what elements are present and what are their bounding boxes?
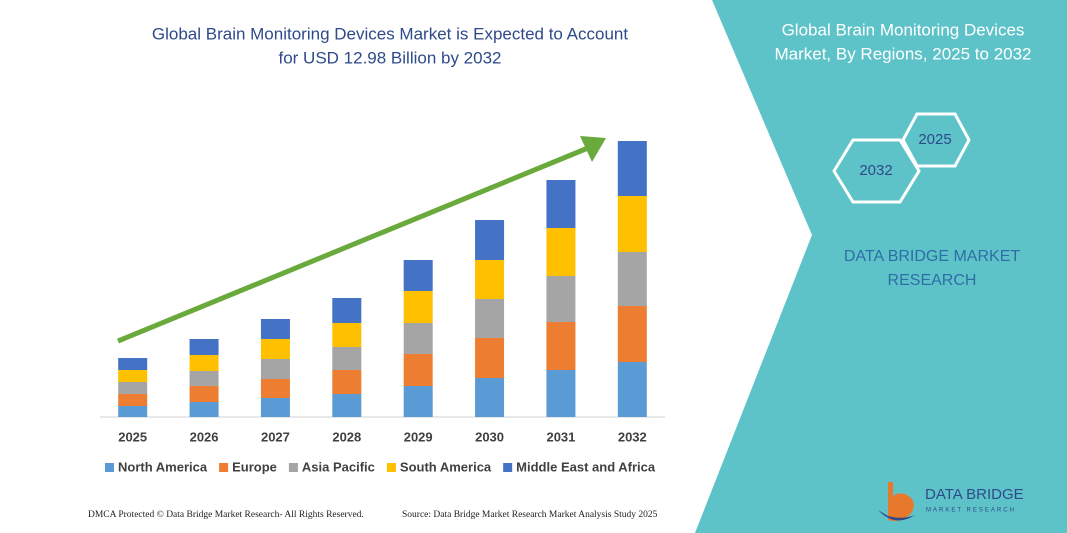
bar-segment [617,362,647,417]
bar-segment [475,220,505,260]
arrow-line [117,145,589,344]
bar-segment [546,180,576,228]
logo-mark [888,482,914,521]
x-tick-label: 2028 [332,429,361,444]
bar-segment [546,276,576,322]
chart-title: for USD 12.98 Billion by 2032 [278,48,501,67]
logo-tagline: MARKET RESEARCH [926,508,1016,514]
bar-segment [260,379,290,398]
legend-swatch [288,463,298,472]
bar-segment [617,196,647,252]
bar-segment [617,306,647,362]
bar-segment [118,370,148,382]
bar-segment [475,378,505,417]
bar-segment [260,339,290,359]
brand-text: RESEARCH [888,272,977,289]
legend-swatch [386,463,396,472]
bar-segment [403,354,433,386]
bar-segment [475,299,505,338]
bar-segment [332,370,362,394]
bar-segment [118,358,148,370]
x-tick-label: 2030 [475,429,504,444]
logo [878,482,915,521]
bar-segment [546,370,576,417]
bar-segment [189,371,219,386]
legend-swatch [105,463,114,472]
bar-segment [332,394,362,417]
x-tick-label: 2029 [404,429,433,444]
logo-name: DATA BRIDGE [925,486,1024,503]
footer-right: Source: Data Bridge Market Research Mark… [402,510,658,520]
x-tick-label: 2026 [190,429,219,444]
x-tick-label: 2025 [118,429,147,444]
bar-segment [332,347,362,370]
legend-label: South America [400,459,492,474]
bar-segment [260,398,290,417]
bar-segment [118,406,148,417]
bar-segment [118,394,148,406]
bar-segment [403,260,433,291]
bar-segment [403,291,433,323]
logo-mark [878,510,915,521]
bar-segment [546,322,576,370]
x-tick-label: 2027 [261,429,290,444]
hexagon [832,138,921,204]
bar-segment [332,323,362,347]
bar-segment [260,359,290,379]
x-tick-label: 2031 [546,429,575,444]
arrow-head [580,136,606,162]
panel-title: Market, By Regions, 2025 to 2032 [774,44,1031,63]
trend-arrow [117,136,606,344]
brand-text: DATA BRIDGE MARKET [844,248,1021,265]
chart-title: Global Brain Monitoring Devices Market i… [152,24,629,43]
bar-segment [332,298,362,323]
bar-segment [189,402,219,417]
bar-segment [118,382,148,394]
bar-segment [189,355,219,371]
legend-label: Middle East and Africa [516,459,656,474]
hexagon-label: 2032 [859,162,892,179]
hexagon-label: 2025 [918,131,951,148]
bar-segment [189,386,219,402]
footer-left: DMCA Protected © Data Bridge Market Rese… [88,509,364,520]
bar-segment [475,338,505,378]
legend-swatch [503,463,513,472]
bar-segment [546,228,576,276]
side-panel [695,0,1067,533]
bar-segment [403,386,433,417]
bar-segment [189,339,219,355]
legend-label: North America [118,459,208,474]
legend-label: Europe [232,459,277,474]
panel-title: Global Brain Monitoring Devices [782,20,1025,39]
bar-segment [475,260,505,299]
x-tick-label: 2032 [618,429,647,444]
bar-segment [617,141,647,196]
legend-swatch [219,463,229,472]
bar-segment [617,252,647,306]
bar-segment [260,319,290,339]
legend-label: Asia Pacific [302,459,375,474]
bar-segment [403,323,433,354]
